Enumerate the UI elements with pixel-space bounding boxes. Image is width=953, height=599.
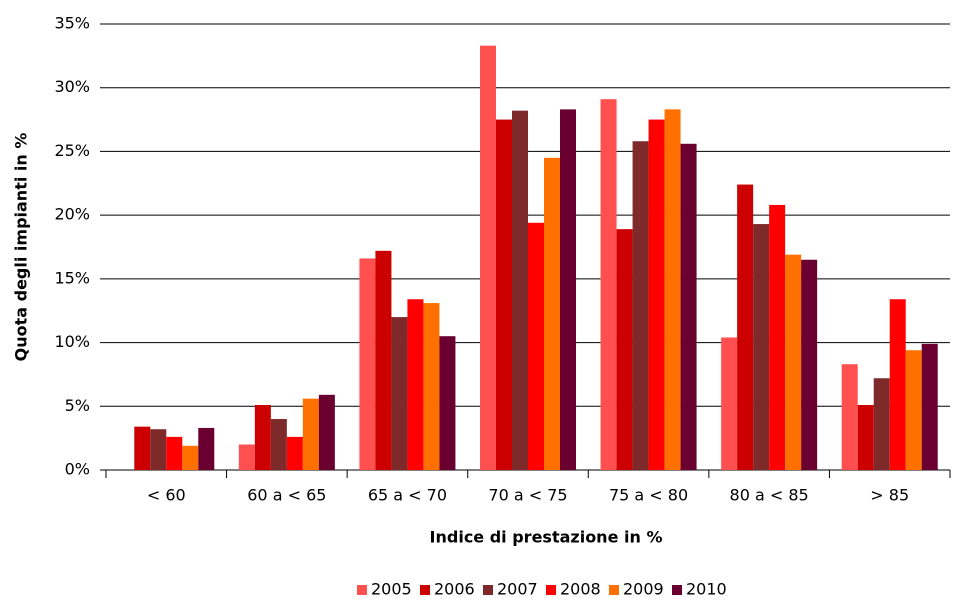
bar xyxy=(680,143,697,471)
bar xyxy=(737,184,754,470)
legend-label: 2005 xyxy=(371,580,412,599)
x-tick-label: < 60 xyxy=(147,486,186,505)
bar xyxy=(496,119,512,471)
bar xyxy=(753,224,770,470)
x-tick-label: 75 a < 80 xyxy=(609,486,688,505)
legend-swatch xyxy=(357,585,367,595)
bar xyxy=(407,299,424,470)
x-tick-label: 80 a < 85 xyxy=(730,486,809,505)
legend-swatch xyxy=(609,585,619,595)
legend-swatch xyxy=(420,585,430,595)
bar xyxy=(439,336,456,470)
bar xyxy=(857,405,874,470)
bar xyxy=(423,303,440,470)
bar xyxy=(889,299,906,470)
bar xyxy=(375,250,392,470)
bar xyxy=(721,337,738,470)
bar xyxy=(286,436,303,470)
bar xyxy=(254,405,271,470)
legend-swatch xyxy=(672,585,682,595)
bar xyxy=(664,109,681,471)
bar xyxy=(391,317,408,470)
bar xyxy=(544,157,560,471)
x-tick-label: > 85 xyxy=(870,486,909,505)
bar xyxy=(769,204,786,470)
legend-label: 2008 xyxy=(560,580,601,599)
y-tick-label: 0% xyxy=(65,460,90,479)
y-tick-label: 30% xyxy=(54,77,90,96)
bar xyxy=(648,119,665,471)
bar xyxy=(921,343,938,470)
bar xyxy=(785,254,802,470)
bar xyxy=(905,350,922,470)
bar xyxy=(182,445,199,470)
bar xyxy=(873,378,890,470)
bar xyxy=(841,364,858,470)
y-axis-label: Quota degli impianti in % xyxy=(12,133,31,362)
y-tick-label: 15% xyxy=(54,268,90,287)
bar xyxy=(480,45,496,471)
y-tick-label: 10% xyxy=(54,332,90,351)
bar xyxy=(318,394,335,470)
legend-swatch xyxy=(483,585,493,595)
x-tick-label: 65 a < 70 xyxy=(368,486,447,505)
bar xyxy=(632,141,649,470)
bar xyxy=(616,229,633,470)
bar xyxy=(166,436,183,470)
bar xyxy=(134,426,151,470)
x-tick-label: 70 a < 75 xyxy=(488,486,567,505)
bar xyxy=(150,429,167,470)
legend-swatch xyxy=(546,585,556,595)
bar xyxy=(528,222,544,470)
y-tick-label: 20% xyxy=(54,205,90,224)
bar xyxy=(560,109,576,471)
y-tick-label: 35% xyxy=(54,14,90,33)
legend-label: 2009 xyxy=(623,580,664,599)
bar xyxy=(238,444,255,470)
bar xyxy=(801,259,818,470)
bar xyxy=(302,398,319,470)
x-tick-label: 60 a < 65 xyxy=(247,486,326,505)
bar xyxy=(600,99,617,470)
y-tick-label: 5% xyxy=(65,396,90,415)
bar xyxy=(270,419,287,470)
legend-label: 2010 xyxy=(686,580,727,599)
y-tick-label: 25% xyxy=(54,141,90,160)
bar xyxy=(359,258,376,470)
x-axis-label: Indice di prestazione in % xyxy=(430,528,663,547)
legend-label: 2006 xyxy=(434,580,475,599)
bar xyxy=(198,427,215,470)
bar xyxy=(512,110,528,470)
legend-label: 2007 xyxy=(497,580,538,599)
